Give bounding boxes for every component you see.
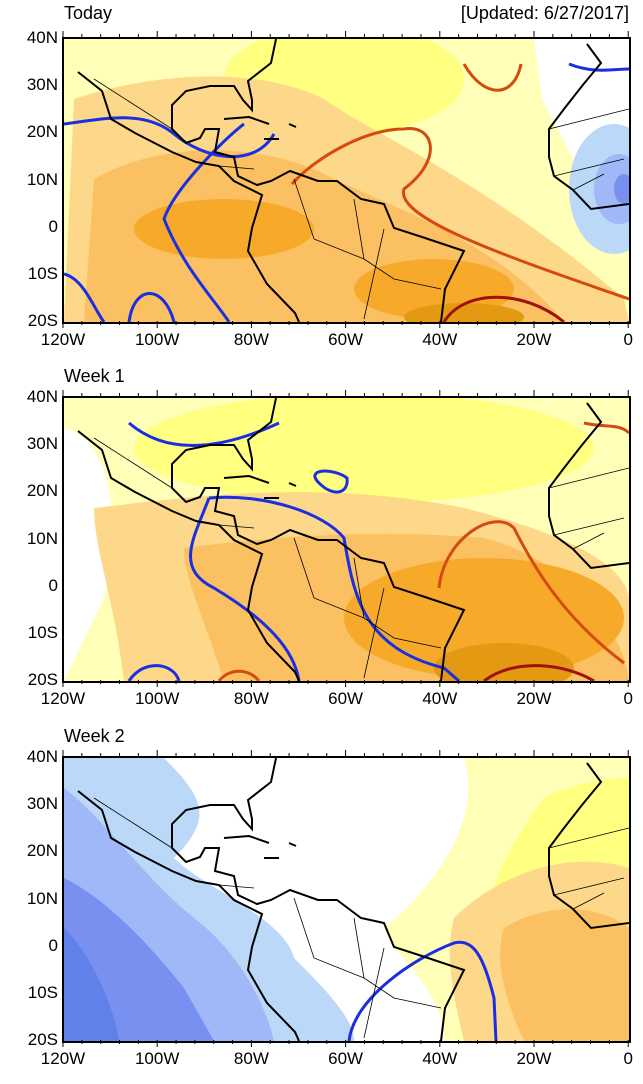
panel-title-today: Today <box>64 3 113 23</box>
lon-label: 20W <box>516 1049 552 1068</box>
lon-label: 120W <box>40 330 86 349</box>
lat-label: 10S <box>27 983 58 1002</box>
lat-label: 30N <box>26 75 58 95</box>
lon-label: 20W <box>516 330 552 349</box>
lon-label: 100W <box>134 330 180 349</box>
lon-label: 0 <box>623 1049 633 1068</box>
lat-label: 20N <box>26 122 58 142</box>
lat-label: 10N <box>26 528 58 548</box>
lat-label: 20S <box>27 1030 58 1050</box>
lon-label: 80W <box>233 1049 269 1068</box>
lat-label: 0 <box>48 216 58 236</box>
panel-title-week1: Week 1 <box>64 366 125 386</box>
panel-title-week2: Week 2 <box>64 726 125 746</box>
lat-label: 0 <box>48 935 58 955</box>
lat-label: 30N <box>26 794 58 814</box>
lon-label: 80W <box>233 330 269 349</box>
lat-label: 20S <box>27 311 58 331</box>
map-panel-week1 <box>62 396 631 683</box>
lon-label: 120W <box>40 1049 86 1068</box>
lon-label: 120W <box>40 689 86 708</box>
lat-label: 10N <box>26 169 58 189</box>
lon-label: 40W <box>422 1049 458 1068</box>
lat-label: 20S <box>27 670 58 690</box>
lat-label: 10N <box>26 888 58 908</box>
lon-label: 60W <box>328 1049 364 1068</box>
lon-label: 80W <box>233 689 269 708</box>
lon-label: 20W <box>516 689 552 708</box>
updated-date: [Updated: 6/27/2017] <box>460 3 629 23</box>
lon-label: 100W <box>134 1049 180 1068</box>
lat-label: 10S <box>27 623 58 642</box>
lon-label: 0 <box>623 330 633 349</box>
lon-label: 40W <box>422 689 458 708</box>
lat-label: 20N <box>26 841 58 861</box>
map-panel-week2 <box>62 756 631 1043</box>
lat-label: 20N <box>26 481 58 501</box>
lat-label: 40N <box>26 28 58 47</box>
lon-label: 60W <box>328 330 364 349</box>
lat-label: 40N <box>26 747 58 766</box>
lon-label: 100W <box>134 689 180 708</box>
map-panel-today <box>62 37 631 324</box>
lon-label: 0 <box>623 689 633 708</box>
lon-label: 60W <box>328 689 364 708</box>
lat-label: 30N <box>26 434 58 454</box>
lon-label: 40W <box>422 330 458 349</box>
lat-label: 40N <box>26 387 58 406</box>
lat-label: 0 <box>48 575 58 595</box>
lat-label: 10S <box>27 264 58 283</box>
